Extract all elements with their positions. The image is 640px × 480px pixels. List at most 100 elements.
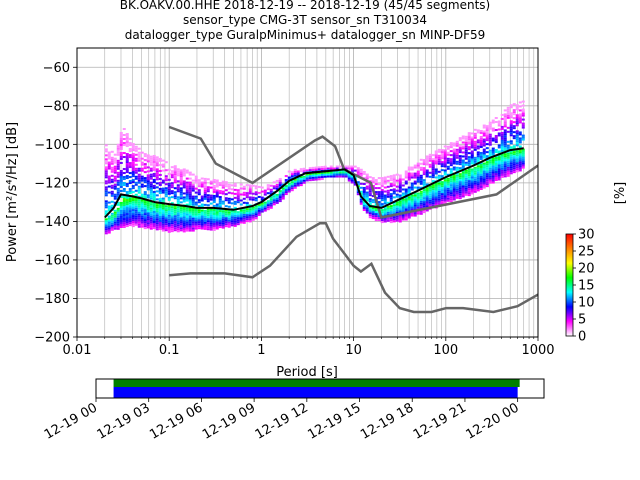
psd-cell: [146, 174, 150, 177]
psd-cell: [113, 169, 117, 172]
colorbar-tick-label: 25: [578, 245, 595, 260]
psd-cell: [482, 176, 486, 179]
psd-cell: [398, 180, 402, 183]
psd-cell: [410, 212, 414, 215]
psd-cell: [212, 224, 216, 227]
colorbar-tick-label: 5: [578, 313, 586, 328]
psd-cell: [506, 172, 510, 175]
psd-cell: [383, 194, 387, 197]
psd-cell: [461, 175, 465, 178]
psd-cell: [413, 186, 417, 189]
psd-cell: [146, 186, 150, 189]
psd-cell: [395, 195, 399, 198]
psd-cell: [200, 211, 204, 214]
psd-cell: [134, 153, 138, 156]
psd-cell: [422, 161, 426, 164]
psd-cell: [485, 175, 489, 178]
psd-cell: [296, 184, 300, 187]
psd-cell: [464, 183, 468, 186]
psd-cell: [362, 206, 366, 209]
psd-cell: [512, 113, 516, 116]
psd-cell: [155, 186, 159, 189]
psd-cell: [176, 216, 180, 219]
psd-cell: [200, 199, 204, 202]
psd-cell: [392, 196, 396, 199]
psd-cell: [509, 130, 513, 133]
psd-cell: [479, 157, 483, 160]
psd-cell: [104, 204, 108, 207]
psd-cell: [512, 169, 516, 172]
psd-cell: [503, 115, 507, 118]
psd-cell: [197, 211, 201, 214]
y-tick-label: −140: [34, 215, 70, 230]
psd-cell: [368, 216, 372, 219]
psd-cell: [452, 180, 456, 183]
psd-cell: [113, 159, 117, 162]
psd-cell: [455, 180, 459, 183]
psd-cell: [131, 167, 135, 170]
psd-cell: [221, 214, 225, 217]
psd-cell: [452, 162, 456, 165]
psd-cell: [512, 155, 516, 158]
psd-cell: [461, 177, 465, 180]
psd-cell: [338, 171, 342, 174]
psd-cell: [107, 163, 111, 166]
psd-cell: [152, 218, 156, 221]
psd-cell: [224, 215, 228, 218]
psd-cell: [473, 156, 477, 159]
psd-cell: [179, 191, 183, 194]
psd-cell: [200, 195, 204, 198]
psd-cell: [281, 195, 285, 198]
psd-cell: [125, 199, 129, 202]
psd-cell: [401, 184, 405, 187]
psd-cell: [131, 215, 135, 218]
psd-cell: [188, 203, 192, 206]
psd-cell: [209, 220, 213, 223]
psd-cell: [197, 199, 201, 202]
psd-cell: [404, 200, 408, 203]
psd-cell: [473, 140, 477, 143]
psd-cell: [191, 229, 195, 232]
psd-cell: [227, 183, 231, 186]
psd-cell: [407, 206, 411, 209]
psd-cell: [245, 220, 249, 223]
psd-cell: [119, 205, 123, 208]
psd-cell: [515, 170, 519, 173]
psd-cell: [380, 219, 384, 222]
psd-cell: [302, 179, 306, 182]
psd-cell: [491, 151, 495, 154]
psd-cell: [422, 203, 426, 206]
psd-cell: [359, 190, 363, 193]
psd-cell: [506, 160, 510, 163]
psd-cell: [491, 121, 495, 124]
psd-cell: [131, 203, 135, 206]
psd-cell: [500, 153, 504, 156]
timeline-tick-label: 12-19 12: [253, 400, 311, 442]
psd-cell: [107, 175, 111, 178]
psd-cell: [407, 208, 411, 211]
psd-cell: [122, 190, 126, 193]
psd-cell: [143, 203, 147, 206]
psd-cell: [110, 218, 114, 221]
psd-cell: [518, 113, 522, 116]
psd-cell: [134, 175, 138, 178]
psd-cell: [188, 209, 192, 212]
psd-cell: [395, 209, 399, 212]
psd-cell: [164, 227, 168, 230]
psd-cell: [176, 202, 180, 205]
psd-cell: [188, 217, 192, 220]
psd-cell: [209, 208, 213, 211]
psd-cell: [455, 140, 459, 143]
psd-cell: [182, 168, 186, 171]
psd-cell: [512, 161, 516, 164]
psd-cell: [371, 199, 375, 202]
psd-cell: [422, 191, 426, 194]
psd-cell: [410, 172, 414, 175]
psd-cell: [194, 203, 198, 206]
psd-cell: [518, 161, 522, 164]
psd-cell: [503, 121, 507, 124]
psd-cell: [335, 173, 339, 176]
psd-cell: [188, 189, 192, 192]
psd-cell: [194, 225, 198, 228]
psd-cell: [434, 176, 438, 179]
